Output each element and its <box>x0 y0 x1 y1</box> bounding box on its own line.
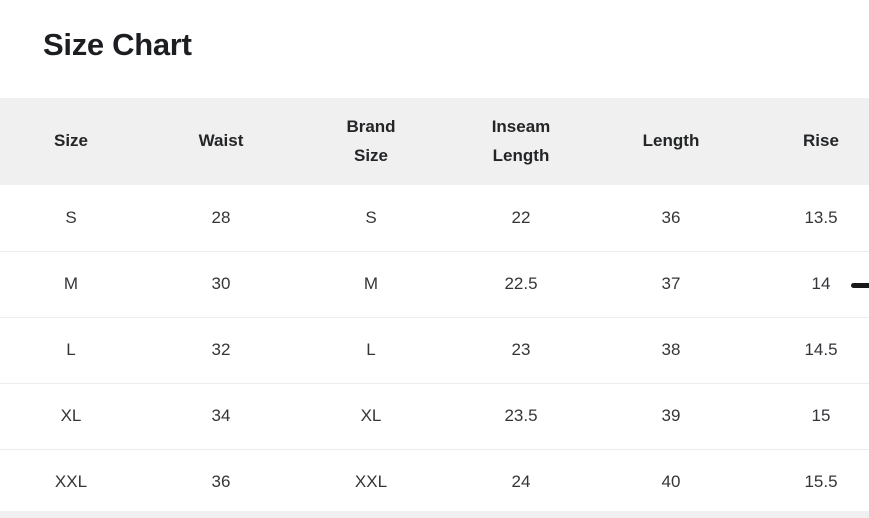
column-header-inseam-length: Inseam Length <box>446 98 596 185</box>
cell-waist: 32 <box>146 316 296 383</box>
table-row-m: M 30 M 22.5 37 14 <box>0 250 869 317</box>
cell-size: L <box>0 316 146 383</box>
cell-rise: 14 <box>746 250 869 317</box>
cell-size: XL <box>0 382 146 449</box>
cell-waist: 30 <box>146 250 296 317</box>
next-section-edge <box>0 511 869 518</box>
column-header-size: Size <box>0 98 146 185</box>
header-row: Size Waist Brand Size Inseam Length Length Ri… <box>0 98 869 185</box>
table-row-xl: XL 34 XL 23.5 39 15 <box>0 382 869 449</box>
cell-brand-size: M <box>296 250 446 317</box>
cell-size: S <box>0 185 146 251</box>
cell-brand-size: XXL <box>296 448 446 515</box>
scroll-indicator-icon[interactable] <box>851 283 869 288</box>
cell-brand-size: XL <box>296 382 446 449</box>
size-chart-table-viewport: Size Waist Brand Size Inseam Length Length Ri… <box>0 98 869 515</box>
cell-length: 36 <box>596 185 746 251</box>
table-row-xxl: XXL 36 XXL 24 40 15.5 <box>0 448 869 515</box>
cell-rise: 13.5 <box>746 185 869 251</box>
cell-brand-size: L <box>296 316 446 383</box>
table-body: S 28 S 22 36 13.5 M 30 M 22.5 37 14 L 32 L 23 38 14.5 XL 34… <box>0 185 869 515</box>
cell-inseam-length: 22 <box>446 185 596 251</box>
cell-inseam-length: 23.5 <box>446 382 596 449</box>
column-header-brand-size: Brand Size <box>296 98 446 185</box>
cell-length: 40 <box>596 448 746 515</box>
cell-waist: 36 <box>146 448 296 515</box>
cell-size: XXL <box>0 448 146 515</box>
table-row-s: S 28 S 22 36 13.5 <box>0 185 869 251</box>
cell-rise: 14.5 <box>746 316 869 383</box>
cell-waist: 28 <box>146 185 296 251</box>
page-title: Size Chart <box>43 27 192 62</box>
table-header: Size Waist Brand Size Inseam Length Length Ri… <box>0 98 869 185</box>
table-row-l: L 32 L 23 38 14.5 <box>0 316 869 383</box>
cell-length: 38 <box>596 316 746 383</box>
column-header-waist: Waist <box>146 98 296 185</box>
cell-inseam-length: 23 <box>446 316 596 383</box>
cell-rise: 15 <box>746 382 869 449</box>
column-header-rise: Rise <box>746 98 869 185</box>
column-header-length: Length <box>596 98 746 185</box>
cell-length: 39 <box>596 382 746 449</box>
cell-inseam-length: 24 <box>446 448 596 515</box>
cell-brand-size: S <box>296 185 446 251</box>
cell-length: 37 <box>596 250 746 317</box>
cell-rise: 15.5 <box>746 448 869 515</box>
cell-waist: 34 <box>146 382 296 449</box>
cell-inseam-length: 22.5 <box>446 250 596 317</box>
cell-size: M <box>0 250 146 317</box>
size-chart-table: Size Waist Brand Size Inseam Length Length Ri… <box>0 98 869 515</box>
